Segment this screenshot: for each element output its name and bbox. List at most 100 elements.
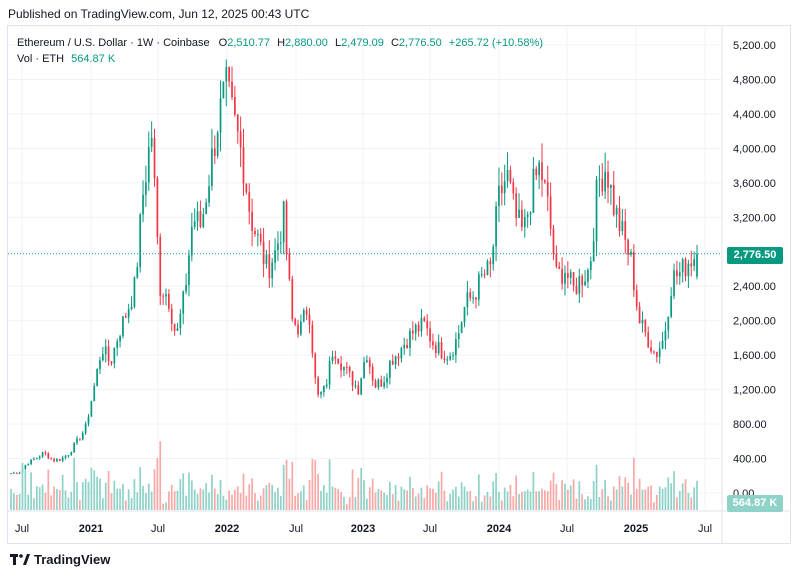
volume-bar [213,488,216,510]
candle-body [236,114,239,132]
volume-bar [225,499,228,510]
volume-bar [650,485,652,510]
volume-bar [239,492,242,510]
x-tick-label: 2024 [487,523,512,535]
candle-body [256,234,259,236]
volume-bar [446,501,449,510]
high-value: 2,880.00 [285,37,328,49]
volume-bar [90,467,93,510]
chart-legend: Ethereum / U.S. Dollar · 1W · Coinbase O… [17,35,543,67]
candle-body [650,347,652,352]
candle-body [153,137,156,179]
volume-bar [380,490,383,510]
volume-bar [96,476,98,510]
volume-bar [24,470,27,510]
candle-body [27,464,30,466]
volume-bar [371,478,374,510]
volume-bar [673,471,675,510]
candle-body [653,351,655,353]
candle-body [331,356,334,361]
candle-body [420,317,423,332]
candle-body [202,214,205,227]
candle-body [279,242,282,244]
candle-body [535,168,538,176]
candle-body [503,181,506,194]
volume-bar [268,482,271,510]
candle-body [87,416,90,424]
volume-bar [170,484,173,510]
candle-body [512,182,515,194]
candle-body [518,209,520,218]
volume-bar [162,503,164,510]
candle-body [466,292,469,308]
candle-body [44,452,47,454]
candle-body [480,274,483,276]
volume-value: 564.87 K [71,53,116,65]
symbol-label[interactable]: Ethereum / U.S. Dollar · 1W · Coinbase [17,37,210,49]
volume-bar [432,488,434,510]
volume-bar [277,487,279,510]
candle-body [569,272,572,278]
low-label: L [334,37,342,49]
chart-frame [7,25,791,544]
candle-body [47,453,50,459]
candle-body [632,251,635,291]
candle-body [351,371,354,386]
volume-bar [664,487,667,510]
volume-bar [684,479,687,510]
candle-body [73,443,76,453]
candle-body [81,432,84,440]
tradingview-footer[interactable]: TradingView [10,552,110,567]
volume-bar [555,484,558,510]
candle-body [150,137,153,147]
candle-body [509,169,512,183]
volume-bar [188,472,190,510]
x-tick-label: 2025 [624,523,648,535]
volume-bar [503,487,506,510]
candle-body [578,276,581,294]
volume-bar [15,494,18,510]
volume-bar [449,493,452,510]
volume-bar [274,492,276,510]
volume-bar [377,489,380,510]
candle-body [477,274,480,300]
volume-bar [288,478,291,510]
volume-bar [256,500,259,510]
candle-body [305,310,308,315]
volume-bar [578,481,581,510]
x-tick-label: 2022 [215,523,239,535]
volume-bar [139,467,142,510]
volume-bar [165,502,167,510]
volume-bar [305,500,308,510]
volume-bar [93,470,96,510]
candle-body [24,465,27,469]
volume-bar [308,479,311,510]
candle-body [268,254,271,279]
volume-bar [199,488,202,510]
volume-bar [142,485,144,510]
candle-body [294,319,297,325]
volume-bar [314,459,317,510]
candle-body [291,279,294,320]
candle-body [311,324,314,354]
candle-body [231,81,233,98]
volume-bar [348,497,351,510]
candle-body [406,344,408,348]
volume-bar [589,498,592,510]
volume-bar [455,486,457,510]
volume-bar [460,482,463,510]
volume-bar [558,499,561,510]
candle-body [658,348,661,357]
candle-body [417,324,420,332]
volume-bar [122,483,124,510]
volume-bar [463,486,466,510]
volume-bar [173,491,176,510]
candle-body [337,358,340,364]
candle-body [360,378,363,395]
volume-bar [64,490,67,510]
volume-bar [587,496,589,510]
volume-bar [35,486,38,510]
candle-body [693,259,695,267]
volume-bar [489,496,492,510]
